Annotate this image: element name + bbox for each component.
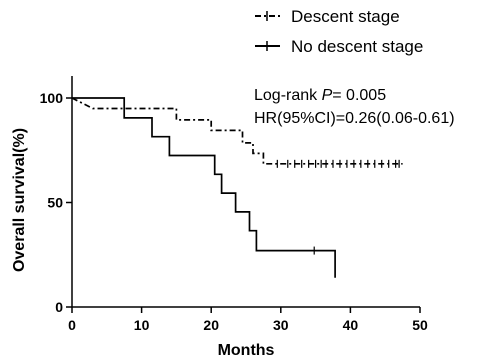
series-line-no-descent	[72, 97, 336, 278]
axes	[66, 76, 421, 313]
x-tick-label: 50	[412, 317, 428, 333]
legend: Descent stage No descent stage	[255, 7, 423, 56]
x-tick-label: 10	[134, 317, 150, 333]
x-tick-label: 30	[273, 317, 289, 333]
y-axis-title: Overall survival(%)	[11, 128, 28, 272]
y-tick-label: 0	[55, 299, 63, 315]
y-tick-label: 100	[40, 90, 64, 106]
series-line-descent	[71, 97, 403, 165]
x-tick-label: 0	[68, 317, 76, 333]
hr-annotation: HR(95%CI)=0.26(0.06-0.61)	[254, 110, 455, 127]
x-tick-label: 20	[203, 317, 219, 333]
legend-label-descent: Descent stage	[291, 7, 400, 26]
plot-series	[71, 97, 403, 278]
annotation: Log-rank P= 0.005 HR(95%CI)=0.26(0.06-0.…	[254, 87, 455, 127]
x-axis-title: Months	[218, 342, 275, 359]
x-tick-label: 40	[343, 317, 359, 333]
logrank-annotation: Log-rank P= 0.005	[254, 87, 386, 104]
legend-label-no-descent: No descent stage	[291, 37, 423, 56]
tick-labels: 0 10 20 30 40 50 0 50 100	[40, 90, 428, 333]
y-tick-label: 50	[47, 195, 63, 211]
